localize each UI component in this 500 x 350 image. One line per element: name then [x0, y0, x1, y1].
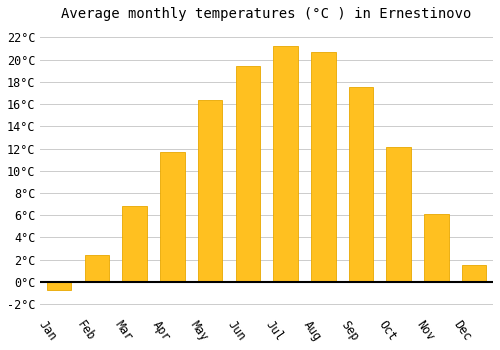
Bar: [386, 147, 411, 282]
Bar: [311, 52, 336, 282]
Bar: [160, 152, 184, 282]
Bar: [47, 282, 72, 290]
Bar: [236, 66, 260, 282]
Bar: [274, 46, 298, 282]
Bar: [122, 206, 147, 282]
Bar: [462, 265, 486, 282]
Bar: [424, 214, 448, 282]
Title: Average monthly temperatures (°C ) in Ernestinovo: Average monthly temperatures (°C ) in Er…: [62, 7, 472, 21]
Bar: [198, 100, 222, 282]
Bar: [348, 88, 374, 282]
Bar: [84, 255, 109, 282]
